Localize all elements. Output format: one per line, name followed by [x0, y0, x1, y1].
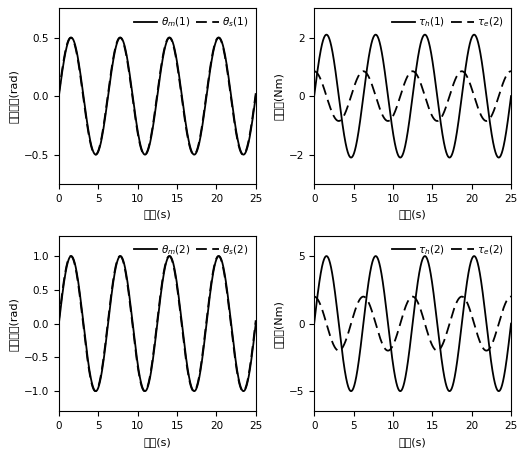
Legend: $\theta_m(2)$, $\theta_s(2)$: $\theta_m(2)$, $\theta_s(2)$	[133, 241, 250, 259]
X-axis label: 时间(s): 时间(s)	[399, 437, 427, 447]
Legend: $\tau_h(1)$, $\tau_e(2)$: $\tau_h(1)$, $\tau_e(2)$	[390, 14, 506, 31]
Legend: $\theta_m(1)$, $\theta_s(1)$: $\theta_m(1)$, $\theta_s(1)$	[133, 14, 250, 31]
Y-axis label: 力反馈(Nm): 力反馈(Nm)	[274, 300, 284, 348]
X-axis label: 时间(s): 时间(s)	[144, 437, 171, 447]
Y-axis label: 力反馈(Nm): 力反馈(Nm)	[274, 72, 284, 120]
X-axis label: 时间(s): 时间(s)	[399, 209, 427, 219]
X-axis label: 时间(s): 时间(s)	[144, 209, 171, 219]
Y-axis label: 位置跟踪(rad): 位置跟踪(rad)	[8, 69, 18, 123]
Y-axis label: 位置追踪(rad): 位置追踪(rad)	[8, 297, 18, 350]
Legend: $\tau_h(2)$, $\tau_e(2)$: $\tau_h(2)$, $\tau_e(2)$	[390, 241, 506, 259]
